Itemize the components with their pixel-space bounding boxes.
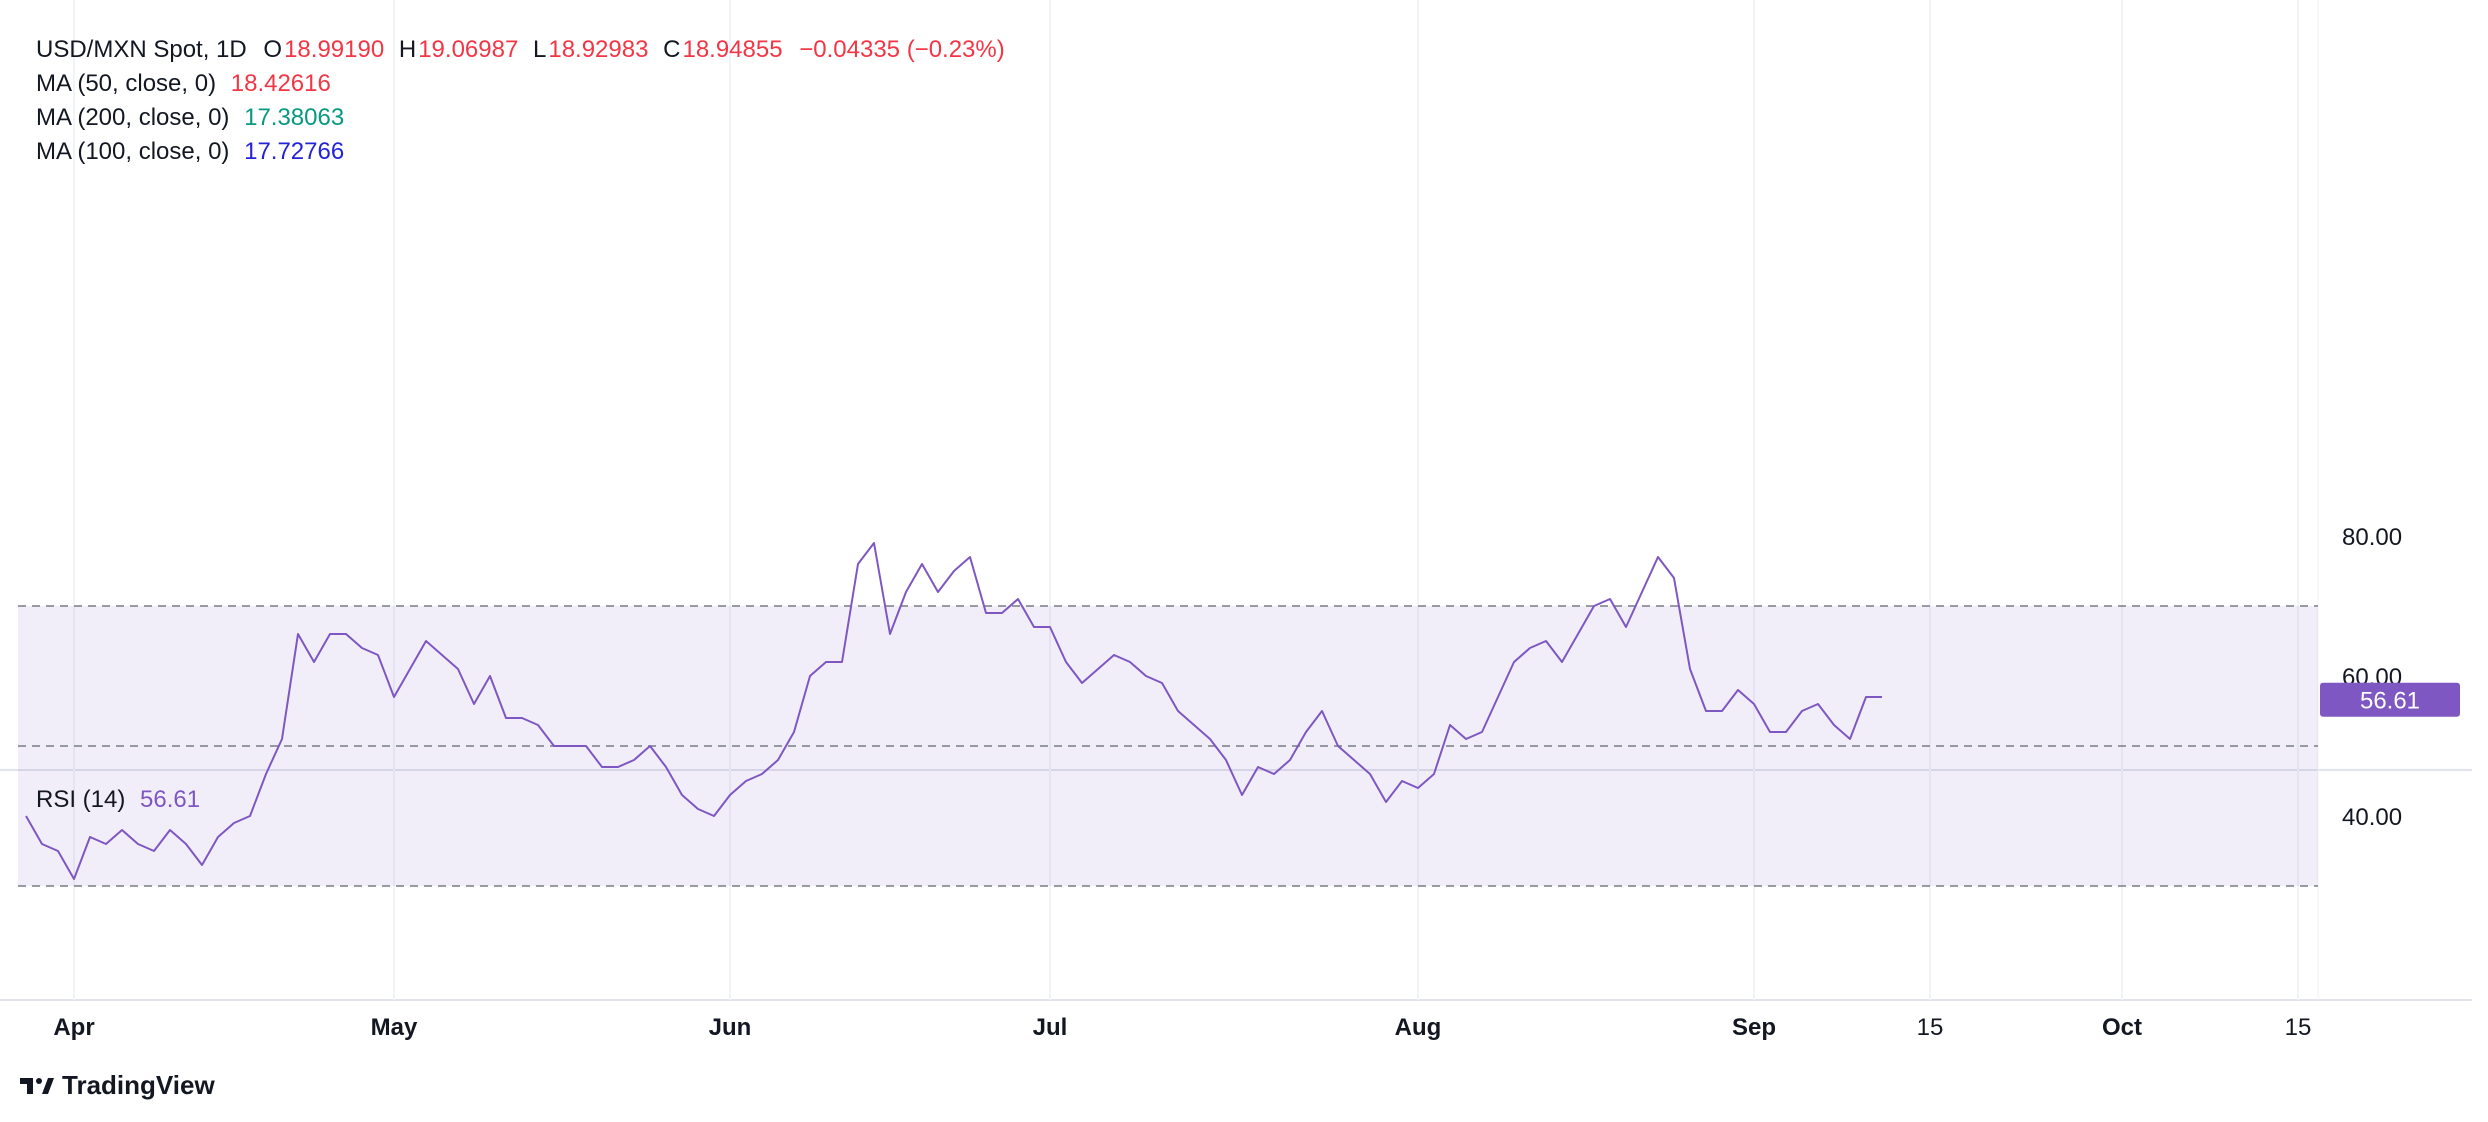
change-value: −0.04335 (−0.23%) [799,36,1005,63]
time-tick-label: Aug [1395,1014,1442,1041]
ma50-value: 18.42616 [231,70,331,97]
ohlc-legend: USD/MXN Spot, 1D O18.99190 H19.06987 L18… [36,36,1007,64]
time-tick-label: Jul [1033,1014,1068,1041]
time-tick-label: Sep [1732,1014,1776,1041]
tradingview-logo[interactable]: TradingView [20,1070,215,1101]
close-label: C [663,36,680,63]
rsi-label: RSI (14) [36,786,125,813]
high-value: 19.06987 [418,36,518,63]
time-tick-label: 15 [2285,1014,2312,1041]
tradingview-logo-icon [20,1076,54,1096]
rsi-legend: RSI (14) 56.61 [36,786,200,814]
high-label: H [399,36,416,63]
time-tick-label: Oct [2102,1014,2142,1041]
ma100-label: MA (100, close, 0) [36,138,229,165]
tradingview-name: TradingView [62,1070,215,1101]
ma100-value: 17.72766 [244,138,344,165]
symbol-label: USD/MXN Spot, 1D [36,36,247,63]
rsi-tick-label: 80.00 [2342,524,2402,551]
time-tick-label: Apr [53,1014,94,1041]
time-tick-label: 15 [1917,1014,1944,1041]
ma50-legend: MA (50, close, 0) 18.42616 [36,70,333,98]
chart-canvas[interactable]: abc20.5000020.0000019.5000018.5000018.00… [0,0,2488,1122]
rsi-value: 56.61 [140,786,200,813]
low-label: L [533,36,546,63]
ma200-label: MA (200, close, 0) [36,104,229,131]
ma200-legend: MA (200, close, 0) 17.38063 [36,104,346,132]
time-tick-label: Jun [709,1014,752,1041]
ma100-legend: MA (100, close, 0) 17.72766 [36,138,346,166]
open-value: 18.99190 [284,36,384,63]
rsi-tick-label: 40.00 [2342,804,2402,831]
close-value: 18.94855 [682,36,782,63]
rsi-badge-label: 56.61 [2360,688,2420,715]
ma50-label: MA (50, close, 0) [36,70,216,97]
open-label: O [263,36,282,63]
time-tick-label: May [371,1014,418,1041]
ma200-value: 17.38063 [244,104,344,131]
low-value: 18.92983 [548,36,648,63]
